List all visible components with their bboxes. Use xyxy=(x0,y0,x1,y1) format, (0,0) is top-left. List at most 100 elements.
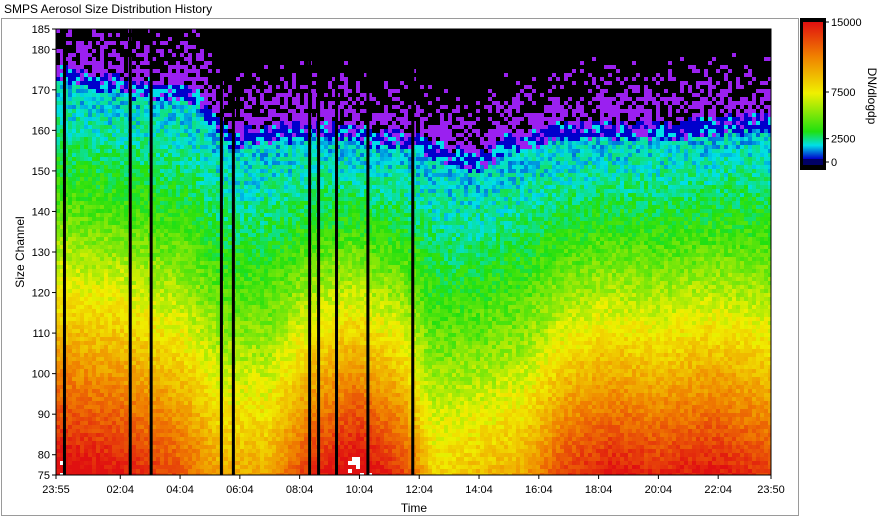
heatmap-cell xyxy=(140,417,144,421)
heatmap-cell xyxy=(216,329,220,333)
heatmap-cell xyxy=(180,385,184,389)
heatmap-cell xyxy=(68,53,72,57)
heatmap-cell xyxy=(112,345,116,349)
heatmap-cell xyxy=(96,345,100,349)
heatmap-cell xyxy=(96,241,100,245)
heatmap-cell xyxy=(72,169,76,173)
heatmap-cell xyxy=(192,437,196,441)
heatmap-cell xyxy=(188,373,192,377)
heatmap-cell xyxy=(200,101,204,105)
heatmap-cell xyxy=(228,269,232,273)
heatmap-cell xyxy=(96,253,100,257)
heatmap-cell xyxy=(164,341,168,345)
heatmap-cell xyxy=(72,149,76,153)
heatmap-cell xyxy=(124,101,128,105)
heatmap-cell xyxy=(172,181,176,185)
heatmap-cell xyxy=(116,301,120,305)
heatmap-cell xyxy=(120,225,124,229)
heatmap-cell xyxy=(184,325,188,329)
heatmap-cell xyxy=(92,173,96,177)
heatmap-cell xyxy=(192,349,196,353)
heatmap-cell xyxy=(164,101,168,105)
heatmap-cell xyxy=(240,113,244,117)
heatmap-cell xyxy=(144,341,148,345)
heatmap-cell xyxy=(224,261,228,265)
heatmap-cell xyxy=(244,229,248,233)
heatmap-cell xyxy=(156,293,160,297)
heatmap-cell xyxy=(184,453,188,457)
heatmap-cell xyxy=(172,209,176,213)
heatmap-cell xyxy=(96,189,100,193)
heatmap-cell xyxy=(68,197,72,201)
heatmap-cell xyxy=(124,201,128,205)
heatmap-cell xyxy=(180,441,184,445)
heatmap-cell xyxy=(124,353,128,357)
heatmap-cell xyxy=(76,261,80,265)
heatmap-cell xyxy=(188,405,192,409)
heatmap-cell xyxy=(168,421,172,425)
heatmap-cell xyxy=(112,133,116,137)
heatmap-cell xyxy=(192,253,196,257)
heatmap-cell xyxy=(160,325,164,329)
heatmap-cell xyxy=(240,313,244,317)
heatmap-cell xyxy=(168,385,172,389)
heatmap-cell xyxy=(132,193,136,197)
heatmap-cell xyxy=(172,153,176,157)
heatmap-cell xyxy=(244,361,248,365)
heatmap-cell xyxy=(200,185,204,189)
heatmap-cell xyxy=(172,413,176,417)
heatmap-cell xyxy=(132,261,136,265)
heatmap-cell xyxy=(140,237,144,241)
heatmap-cell xyxy=(120,97,124,101)
heatmap-cell xyxy=(236,293,240,297)
heatmap-cell xyxy=(56,285,60,289)
heatmap-cell xyxy=(192,249,196,253)
heatmap-cell xyxy=(172,281,176,285)
heatmap-cell xyxy=(188,465,192,469)
heatmap-cell xyxy=(100,185,104,189)
heatmap-cell xyxy=(212,329,216,333)
heatmap-cell xyxy=(112,313,116,317)
heatmap-cell xyxy=(56,401,60,405)
heatmap-cell xyxy=(72,437,76,441)
heatmap-cell xyxy=(244,429,248,433)
heatmap-cell xyxy=(144,201,148,205)
heatmap-cell xyxy=(116,293,120,297)
heatmap-cell xyxy=(120,273,124,277)
heatmap-cell xyxy=(112,137,116,141)
heatmap-cell xyxy=(196,329,200,333)
heatmap-cell xyxy=(124,333,128,337)
heatmap-cell xyxy=(116,257,120,261)
heatmap-cell xyxy=(88,441,92,445)
heatmap-cell xyxy=(172,333,176,337)
heatmap-cell xyxy=(116,73,120,77)
heatmap-cell xyxy=(144,165,148,169)
heatmap-cell xyxy=(88,233,92,237)
heatmap-cell xyxy=(92,337,96,341)
heatmap-cell xyxy=(172,429,176,433)
heatmap-cell xyxy=(56,137,60,141)
heatmap-cell xyxy=(164,333,168,337)
heatmap-cell xyxy=(132,81,136,85)
heatmap-cell xyxy=(88,277,92,281)
heatmap-cell xyxy=(248,129,252,133)
heatmap-cell xyxy=(140,365,144,369)
heatmap-cell xyxy=(100,341,104,345)
heatmap-cell xyxy=(92,329,96,333)
heatmap-cell xyxy=(132,157,136,161)
heatmap-cell xyxy=(224,393,228,397)
heatmap-cell xyxy=(104,357,108,361)
heatmap-cell xyxy=(176,229,180,233)
heatmap-cell xyxy=(192,293,196,297)
heatmap-cell xyxy=(180,133,184,137)
heatmap-cell xyxy=(156,145,160,149)
heatmap-cell xyxy=(108,421,112,425)
heatmap-cell xyxy=(144,57,148,61)
heatmap-cell xyxy=(172,417,176,421)
heatmap-cell xyxy=(184,389,188,393)
heatmap-cell xyxy=(108,257,112,261)
heatmap-cell xyxy=(92,125,96,129)
heatmap-cell xyxy=(104,165,108,169)
heatmap-cell xyxy=(204,253,208,257)
heatmap-cell xyxy=(120,169,124,173)
